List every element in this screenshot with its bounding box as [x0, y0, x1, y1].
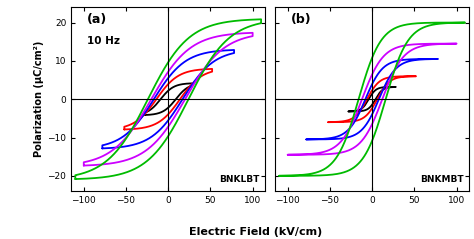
- Text: BNKMBT: BNKMBT: [420, 175, 464, 184]
- Text: BNKLBT: BNKLBT: [219, 175, 259, 184]
- Text: (a): (a): [87, 13, 107, 26]
- Text: (b): (b): [291, 13, 311, 26]
- Text: Electric Field (kV/cm): Electric Field (kV/cm): [189, 227, 323, 237]
- Y-axis label: Polarization (μC/cm²): Polarization (μC/cm²): [35, 41, 45, 157]
- Text: 10 Hz: 10 Hz: [87, 36, 119, 46]
